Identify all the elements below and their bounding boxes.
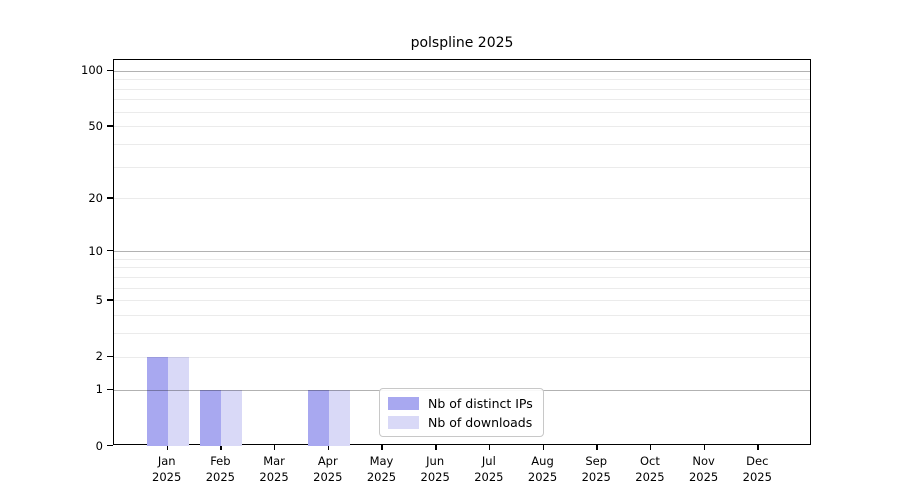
legend-row-downloads: Nb of downloads — [388, 415, 535, 430]
x-axis-tick — [596, 445, 598, 450]
x-axis-tick — [327, 445, 330, 450]
x-tick-label: Apr 2025 — [313, 454, 343, 484]
x-tick-label: Nov 2025 — [688, 454, 719, 484]
gridline-minor — [114, 267, 810, 269]
bar-distinct-ips-jan — [146, 356, 168, 446]
x-axis-tick — [542, 445, 544, 450]
y-tick-label: 10 — [88, 243, 103, 258]
gridline-major — [114, 250, 810, 252]
y-tick-label: 1 — [95, 382, 103, 397]
gridline-major — [114, 70, 810, 72]
legend: Nb of distinct IPs Nb of downloads — [379, 388, 544, 437]
x-tick-label: Sep 2025 — [581, 454, 611, 484]
x-tick-label: Aug 2025 — [527, 454, 558, 484]
bar-downloads-jan — [167, 356, 189, 446]
gridline-minor — [114, 315, 810, 317]
gridline-minor — [114, 356, 810, 358]
x-axis-tick — [703, 445, 705, 450]
x-tick-label: Jul 2025 — [474, 454, 504, 484]
x-axis-tick — [166, 445, 169, 450]
y-axis-tick — [107, 69, 113, 71]
x-axis-tick — [274, 445, 276, 450]
x-axis-tick — [220, 445, 222, 450]
gridline-minor — [114, 300, 810, 302]
x-axis-tick — [488, 445, 491, 450]
y-axis-tick — [107, 445, 113, 447]
plot-area — [113, 59, 811, 446]
y-axis-tick — [107, 388, 113, 390]
x-tick-label: Jun 2025 — [420, 454, 450, 484]
bar-distinct-ips-feb — [200, 389, 222, 446]
legend-label-downloads: Nb of downloads — [428, 414, 533, 430]
gridline-minor — [114, 333, 810, 335]
x-axis-tick — [435, 445, 437, 450]
y-axis-tick — [107, 355, 113, 358]
legend-label-distinct-ips: Nb of distinct IPs — [428, 395, 533, 411]
y-tick-label: 100 — [81, 63, 103, 78]
y-axis-tick — [107, 299, 113, 301]
x-tick-label: Oct 2025 — [635, 454, 665, 484]
y-tick-label: 2 — [95, 349, 103, 364]
legend-swatch-distinct-ips — [388, 396, 419, 410]
x-tick-label: Mar 2025 — [259, 454, 289, 484]
y-tick-label: 5 — [95, 292, 103, 307]
y-tick-label: 0 — [95, 438, 103, 453]
gridline-minor — [114, 143, 810, 145]
x-tick-label: Feb 2025 — [205, 454, 236, 484]
x-tick-label: Jan 2025 — [152, 454, 182, 484]
gridline-minor — [114, 287, 810, 289]
y-tick-label: 50 — [88, 118, 103, 133]
x-axis-tick — [757, 445, 759, 450]
x-axis-tick — [381, 445, 383, 450]
gridline-minor — [114, 99, 810, 101]
y-axis-tick — [107, 125, 113, 127]
chart-title: polspline 2025 — [410, 35, 514, 51]
y-axis-tick — [107, 197, 113, 199]
gridline-minor — [114, 79, 810, 81]
bar-distinct-ips-apr — [307, 389, 329, 446]
gridline-minor — [114, 276, 810, 278]
bar-downloads-feb — [221, 389, 243, 446]
gridline-minor — [114, 126, 810, 128]
gridline-minor — [114, 166, 810, 168]
bar-downloads-apr — [328, 389, 350, 446]
y-tick-label: 20 — [88, 191, 103, 206]
legend-row-distinct-ips: Nb of distinct IPs — [388, 396, 535, 411]
gridline-minor — [114, 88, 810, 90]
x-tick-label: May 2025 — [366, 454, 397, 484]
gridline-minor — [114, 258, 810, 260]
legend-swatch-downloads — [388, 415, 419, 429]
x-axis-tick — [649, 445, 652, 450]
gridline-minor — [114, 198, 810, 200]
gridline-minor — [114, 111, 810, 113]
y-axis-tick — [107, 249, 113, 252]
x-tick-label: Dec 2025 — [742, 454, 772, 484]
